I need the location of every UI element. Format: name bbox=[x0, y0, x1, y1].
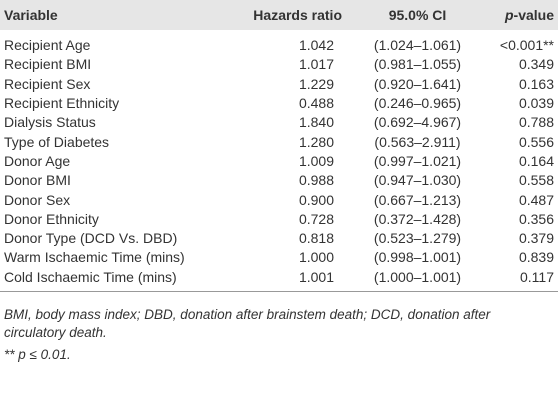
table-cell: 1.042 bbox=[298, 37, 334, 54]
table-cell: 0.356 bbox=[518, 210, 554, 227]
table-row: Type of Diabetes 1.280 (0.563–2.911) 0.556 bbox=[0, 132, 558, 151]
table-cell: 0.117 bbox=[520, 268, 554, 285]
table-cell: (0.920–1.641) bbox=[373, 75, 462, 92]
header-text: -value bbox=[513, 7, 554, 23]
table-cell: 0.988 bbox=[298, 172, 334, 189]
table-cell: (0.947–1.030) bbox=[373, 172, 462, 189]
table-cell: Recipient Sex bbox=[4, 75, 91, 92]
table-row: Recipient Ethnicity 0.488 (0.246–0.965) 0.0… bbox=[0, 94, 558, 113]
table-row: Dialysis Status 1.840 (0.692–4.967) 0.788 bbox=[0, 113, 558, 132]
table-cell: Donor Age bbox=[4, 152, 71, 169]
table-cell: 0.488 bbox=[298, 95, 334, 112]
header-cell: Hazards ratio bbox=[253, 7, 342, 23]
footnotes: BMI, body mass index; DBD, donation afte… bbox=[0, 292, 528, 364]
header-cell: p-value bbox=[489, 0, 558, 30]
table-cell: (0.246–0.965) bbox=[373, 95, 462, 112]
table-cell: 0.164 bbox=[518, 152, 554, 169]
header-text: p bbox=[504, 7, 514, 23]
table-cell: Donor Ethnicity bbox=[4, 210, 99, 227]
table-cell: (0.667–1.213) bbox=[373, 191, 462, 208]
results-table: Variable Hazards ratio 95.0% CI p-value … bbox=[0, 0, 558, 292]
table-cell: (0.563–2.911) bbox=[374, 133, 461, 150]
table-cell: (0.372–1.428) bbox=[373, 210, 462, 227]
table-cell: Donor BMI bbox=[4, 172, 71, 189]
table-cell: 0.839 bbox=[518, 249, 554, 266]
table-cell: Warm Ischaemic Time (mins) bbox=[4, 249, 185, 266]
table-row: Donor Sex 0.900 (0.667–1.213) 0.487 bbox=[0, 190, 558, 209]
table-cell: Dialysis Status bbox=[4, 114, 96, 131]
table-cell: (0.523–1.279) bbox=[373, 230, 462, 247]
header-cell: Variable bbox=[4, 7, 58, 23]
table-cell: 0.487 bbox=[518, 191, 554, 208]
table-cell: Type of Diabetes bbox=[4, 133, 110, 150]
table-cell: 0.728 bbox=[298, 210, 334, 227]
table-body: Recipient Age 1.042 (1.024–1.061) <0.001** R… bbox=[0, 30, 558, 291]
table-cell: Recipient BMI bbox=[4, 56, 92, 73]
table-cell: Donor Type (DCD Vs. DBD) bbox=[4, 230, 178, 247]
table-row: Recipient Sex 1.229 (0.920–1.641) 0.163 bbox=[0, 75, 558, 94]
table-cell: Recipient Age bbox=[4, 37, 91, 54]
table-cell: 0.900 bbox=[298, 191, 334, 208]
table-row: Recipient BMI 1.017 (0.981–1.055) 0.349 bbox=[0, 55, 558, 74]
table-cell: 0.818 bbox=[298, 230, 334, 247]
footnote: BMI, body mass index; DBD, donation afte… bbox=[4, 306, 491, 340]
table-row: Donor Age 1.009 (0.997–1.021) 0.164 bbox=[0, 152, 558, 171]
table-cell: 0.788 bbox=[518, 114, 554, 131]
table-cell: 0.349 bbox=[518, 56, 554, 73]
table-cell: 0.558 bbox=[518, 172, 554, 189]
table-cell: 0.379 bbox=[518, 230, 554, 247]
table-row: Donor Ethnicity 0.728 (0.372–1.428) 0.356 bbox=[0, 210, 558, 229]
table-cell: Donor Sex bbox=[4, 191, 71, 208]
table-row: Warm Ischaemic Time (mins) 1.000 (0.998–1.… bbox=[0, 248, 558, 267]
table-cell: <0.001** bbox=[499, 37, 554, 54]
table-cell: 1.229 bbox=[298, 75, 334, 92]
table-cell: 0.039 bbox=[518, 95, 554, 112]
table-row: Recipient Age 1.042 (1.024–1.061) <0.001** bbox=[0, 30, 558, 55]
table-cell: (0.997–1.021) bbox=[373, 152, 462, 169]
table-cell: (1.024–1.061) bbox=[373, 37, 462, 54]
table-cell: 1.017 bbox=[298, 56, 334, 73]
footnote: ** p ≤ 0.01. bbox=[4, 346, 71, 362]
header-cell: 95.0% CI bbox=[388, 7, 447, 23]
table-cell: (1.000–1.001) bbox=[373, 268, 462, 285]
table-row: Donor Type (DCD Vs. DBD) 0.818 (0.523–1.27… bbox=[0, 229, 558, 248]
table-cell: (0.998–1.001) bbox=[373, 249, 462, 266]
table-cell: 1.001 bbox=[298, 268, 334, 285]
table-cell: 1.000 bbox=[298, 249, 334, 266]
table-cell: (0.692–4.967) bbox=[373, 114, 462, 131]
table-cell: Recipient Ethnicity bbox=[4, 95, 120, 112]
table-cell: (0.981–1.055) bbox=[373, 56, 462, 73]
table-cell: 0.163 bbox=[518, 75, 554, 92]
table-row: Cold Ischaemic Time (mins) 1.001 (1.000–1.… bbox=[0, 268, 558, 292]
table-cell: Cold Ischaemic Time (mins) bbox=[4, 268, 177, 285]
table-cell: 1.280 bbox=[298, 133, 334, 150]
table-cell: 1.840 bbox=[298, 114, 334, 131]
header-row: Variable Hazards ratio 95.0% CI p-value bbox=[0, 0, 558, 30]
table-cell: 0.556 bbox=[518, 133, 554, 150]
table-cell: 1.009 bbox=[298, 152, 334, 169]
table-row: Donor BMI 0.988 (0.947–1.030) 0.558 bbox=[0, 171, 558, 190]
